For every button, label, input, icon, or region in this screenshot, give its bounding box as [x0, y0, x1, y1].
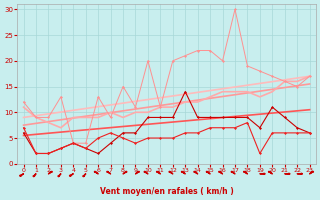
X-axis label: Vent moyen/en rafales ( km/h ): Vent moyen/en rafales ( km/h ) [100, 187, 234, 196]
